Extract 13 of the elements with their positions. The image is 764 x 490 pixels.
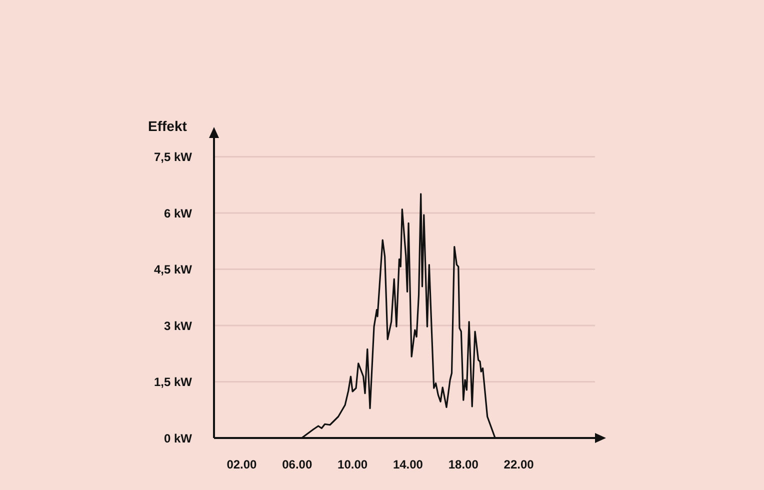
x-tick-label: 22.00 — [504, 458, 534, 472]
y-tick-label: 1,5 kW — [154, 375, 193, 390]
y-tick-label: 6 kW — [164, 206, 193, 220]
y-tick-label: 4,5 kW — [154, 262, 193, 277]
y-tick-label: 7,5 kW — [154, 150, 193, 164]
x-tick-label: 14.00 — [392, 458, 424, 472]
x-tick-label: 18.00 — [448, 458, 479, 472]
x-tick-label: 06.00 — [282, 458, 312, 472]
x-tick-label: 02.00 — [226, 458, 258, 472]
y-tick-label: 0 kW — [164, 431, 193, 446]
y-axis-title: Effekt — [148, 118, 187, 134]
y-tick-label: 3 kW — [164, 318, 193, 333]
x-tick-label: 10.00 — [338, 458, 368, 472]
